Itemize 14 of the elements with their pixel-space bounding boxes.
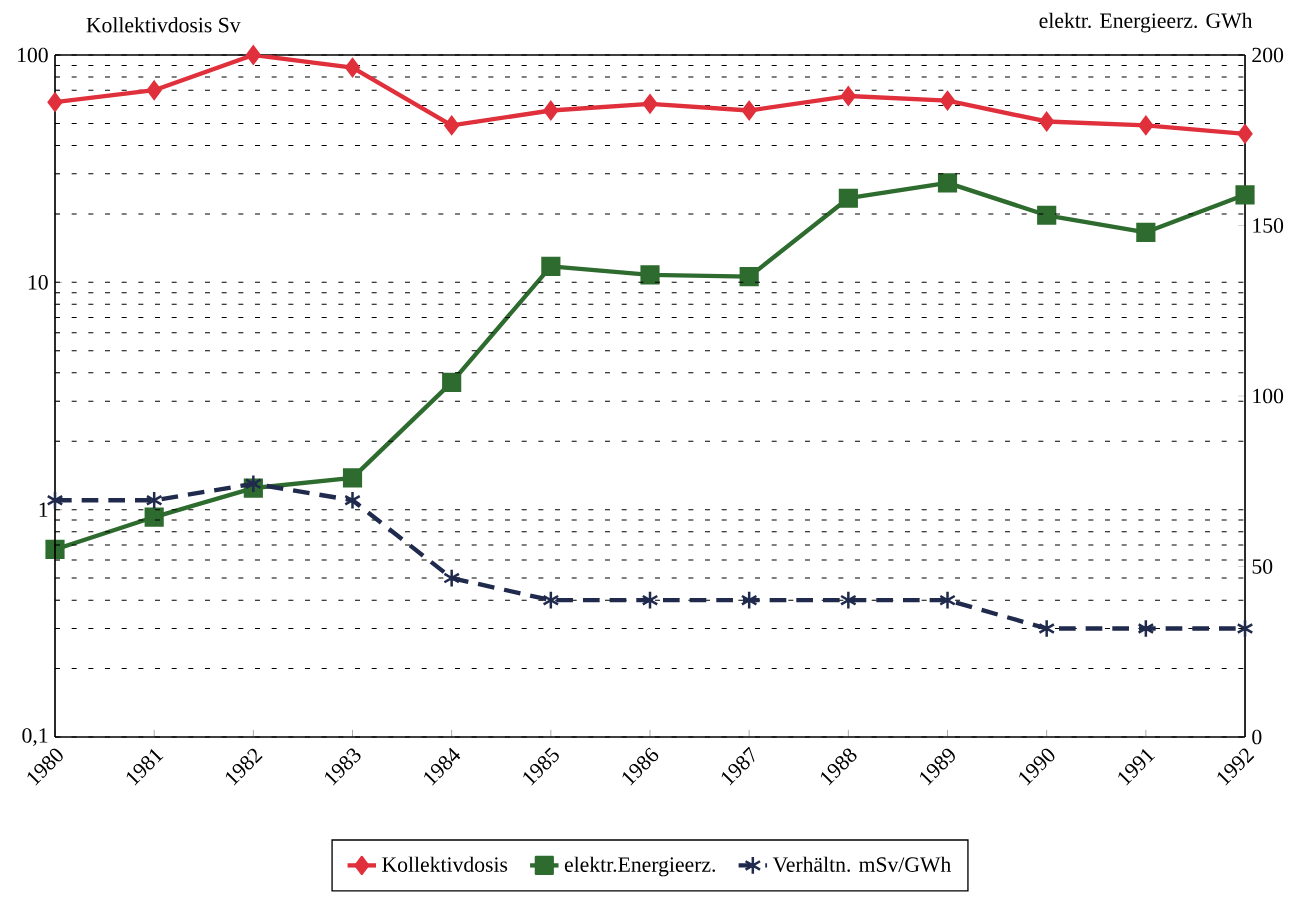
y2-tick-label: 50 [1252,559,1273,574]
y2-tick-label: 200 [1252,47,1284,63]
legend-label: elektr.Energieerz. [564,856,716,877]
y-tick-label: 100 [18,47,48,63]
y2-tick-label: 0 [1252,729,1262,745]
y2-axis-title: elektr. Energieerz. GWh [1039,12,1253,33]
legend-label: Kollektivdosis [382,856,508,872]
y-axis-title: Kollektivdosis Sv [86,17,241,33]
y2-tick-label: 100 [1253,388,1284,404]
y-tick-label: 1 [39,502,48,517]
y-tick-label: 0,1 [22,728,48,746]
y2-tick-label: 150 [1253,218,1284,233]
legend-label: Verhältn. mSv/GWh [772,856,951,873]
y-tick-label: 10 [28,275,48,290]
